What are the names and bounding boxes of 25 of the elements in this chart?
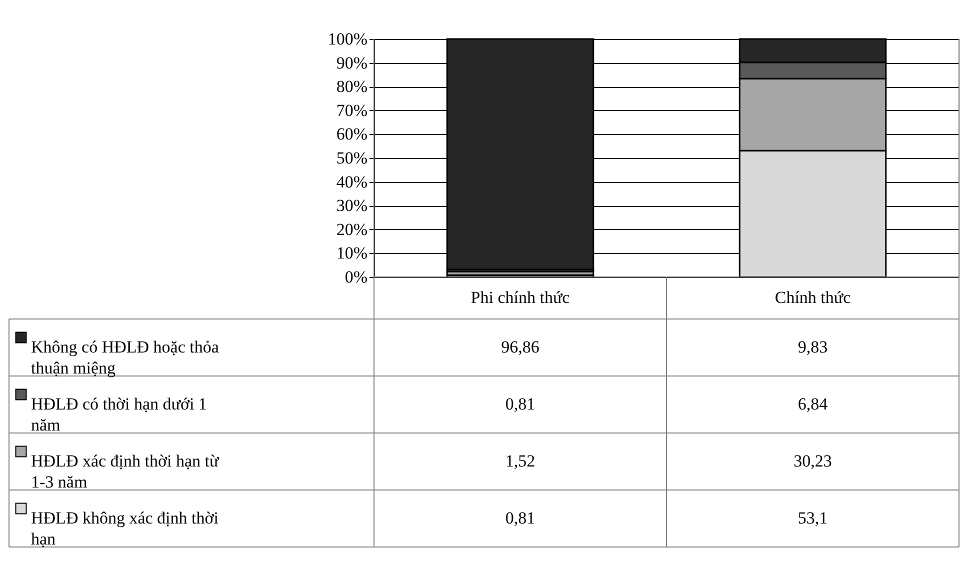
data-label: 96,86 (501, 338, 540, 356)
data-label: 1,52 (505, 452, 536, 470)
y-tick-label: 70% (336, 100, 368, 120)
data-label: 53,1 (798, 508, 828, 528)
y-tick-label: 10% (336, 244, 368, 263)
y-tick-label: 30% (336, 196, 368, 216)
data-label: 0,81 (505, 508, 536, 528)
y-tick-label: 20% (336, 220, 368, 239)
y-tick-label: 50% (336, 148, 368, 168)
legend-label: HĐLĐ không xác định thời hạn (31, 508, 219, 548)
y-tick-label: 60% (336, 124, 368, 144)
data-label: 9,83 (798, 338, 828, 356)
legend-label: HĐLĐ xác định thời hạn từ 1-3 năm (31, 452, 220, 492)
x-tick-label: Phi chính thức (470, 288, 570, 307)
legend-label: HĐLĐ có thời hạn dưới 1 năm (31, 394, 207, 434)
y-tick-label: 80% (336, 77, 368, 96)
data-label: 0,81 (505, 394, 536, 414)
y-tick-label: 0% (344, 268, 368, 286)
y-tick-label: 100% (328, 30, 368, 48)
x-tick-label: Chính thức (774, 288, 852, 307)
y-tick-label: 40% (336, 172, 368, 192)
legend-label: Không có HĐLĐ hoặc thỏa thuận miệng (31, 338, 220, 378)
data-label: 30,23 (794, 452, 832, 470)
data-label: 6,84 (798, 394, 828, 414)
y-tick-label: 90% (336, 53, 368, 72)
